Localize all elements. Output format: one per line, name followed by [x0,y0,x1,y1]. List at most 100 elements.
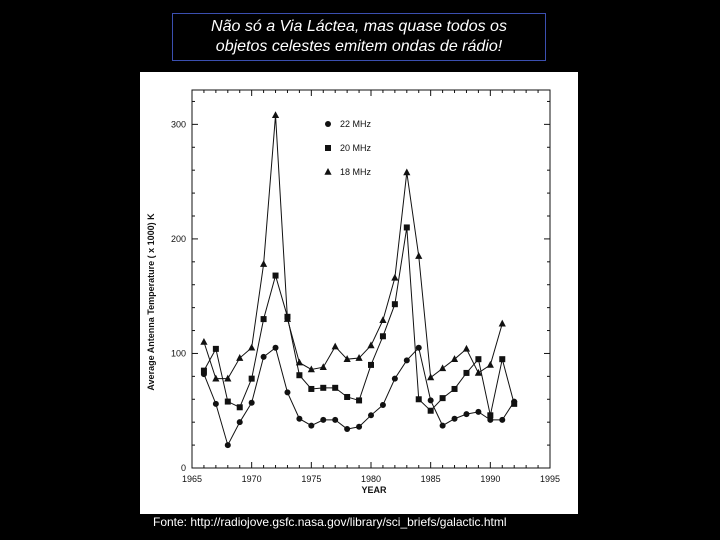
data-point-20-mhz [475,356,482,363]
data-point-18-mhz [391,273,399,281]
data-point-20-mhz [260,316,267,323]
legend-marker-20-mhz [325,145,331,151]
data-point-18-mhz [427,373,435,381]
data-point-18-mhz [439,364,447,372]
data-point-20-mhz [511,400,518,407]
data-point-20-mhz [415,396,422,403]
data-point-20-mhz [236,404,243,411]
chart-panel: 1965 1970 1975 1980 1985 1990 1995 0 100 200 300 2… [140,72,578,514]
data-point-20-mhz [332,384,339,391]
x-tick-label: 1990 [480,474,500,484]
data-point-18-mhz [486,360,494,368]
data-point-22-mhz [379,402,386,408]
data-point-22-mhz [296,415,303,422]
data-point-18-mhz [260,260,268,267]
data-point-18-mhz [474,368,482,376]
data-point-18-mhz [200,338,208,345]
x-tick-label: 1980 [361,474,381,484]
data-point-18-mhz [295,358,303,366]
data-point-18-mhz [415,252,423,259]
slide-title: Não só a Via Láctea, mas quase todos os … [172,13,546,61]
data-point-18-mhz [331,342,339,350]
data-point-20-mhz [403,224,410,231]
data-point-22-mhz [427,397,434,404]
data-point-20-mhz [451,385,458,392]
data-point-22-mhz [463,411,470,418]
data-point-18-mhz [355,354,363,361]
data-point-18-mhz [367,341,375,349]
data-point-20-mhz [499,356,506,363]
data-point-18-mhz [319,363,327,370]
data-point-18-mhz [403,168,411,176]
series-line-20-mhz [203,227,515,416]
data-point-22-mhz [475,408,482,415]
data-point-22-mhz [403,357,410,364]
data-point-20-mhz [487,412,494,419]
data-point-22-mhz [332,416,339,423]
legend-marker-22-mhz [325,121,331,127]
data-point-18-mhz [212,374,220,382]
chart-marks [200,111,518,449]
legend-label-22-mhz: 22 MHz [340,119,372,129]
data-point-22-mhz [451,415,458,422]
x-tick-label: 1995 [540,474,560,484]
data-point-18-mhz [236,354,244,361]
data-point-22-mhz [439,422,446,429]
data-point-22-mhz [391,375,398,382]
data-point-18-mhz [462,344,471,352]
legend-marker-18-mhz [324,168,332,175]
data-point-20-mhz [272,272,279,279]
x-tick-label: 1970 [242,474,262,484]
data-point-20-mhz [391,301,398,308]
x-tick-label: 1965 [182,474,202,484]
data-point-22-mhz [344,426,351,433]
slide-title-line-1: Não só a Via Láctea, mas quase todos os [211,18,507,35]
data-point-22-mhz [308,422,315,429]
data-point-22-mhz [415,344,422,351]
data-point-22-mhz [368,412,374,419]
chart-legend: 22 MHz 20 MHz 18 MHz [324,119,372,177]
data-point-20-mhz [308,385,315,392]
data-point-18-mhz [283,315,292,322]
data-point-20-mhz [224,398,231,405]
temperature-chart: 1965 1970 1975 1980 1985 1990 1995 0 100 200 300 2… [146,89,560,495]
x-tick-label: 1975 [301,474,321,484]
x-axis-label: YEAR [361,485,387,495]
data-point-18-mhz [379,316,387,324]
legend-label-20-mhz: 20 MHz [340,143,372,153]
data-point-20-mhz [463,369,470,376]
data-point-20-mhz [344,393,351,400]
y-tick-label: 200 [171,234,186,244]
series-line-18-mhz [203,115,503,380]
data-point-20-mhz [200,367,207,374]
data-point-22-mhz [260,353,267,360]
y-tick-label: 0 [181,463,186,473]
data-point-22-mhz [284,389,291,396]
data-point-22-mhz [236,419,243,426]
data-point-22-mhz [272,344,279,351]
data-point-20-mhz [427,407,434,414]
data-point-18-mhz [450,355,459,362]
source-caption: Fonte: http://radiojove.gsfc.nasa.gov/li… [153,515,507,529]
slide-title-line-2: objetos celestes emitem ondas de rádio! [215,38,503,55]
series-line-22-mhz [203,346,515,447]
chart-axes: 1965 1970 1975 1980 1985 1990 1995 0 100 200 300 [171,89,560,484]
data-point-22-mhz [224,442,231,449]
y-axis-label: Average Antenna Temperature ( x 1000) K [146,213,156,391]
data-point-22-mhz [356,423,363,430]
data-point-20-mhz [248,375,255,382]
data-point-18-mhz [307,365,315,373]
data-point-20-mhz [368,361,374,368]
data-point-20-mhz [439,395,446,402]
data-point-22-mhz [248,399,255,406]
data-point-22-mhz [487,416,494,423]
data-point-22-mhz [212,400,219,407]
data-point-22-mhz [499,416,506,423]
data-point-22-mhz [320,416,327,423]
data-point-18-mhz [343,355,351,362]
data-point-20-mhz [356,397,363,404]
data-point-18-mhz [498,319,506,327]
data-point-18-mhz [271,111,280,118]
data-point-18-mhz [224,374,232,382]
data-point-20-mhz [296,372,303,379]
